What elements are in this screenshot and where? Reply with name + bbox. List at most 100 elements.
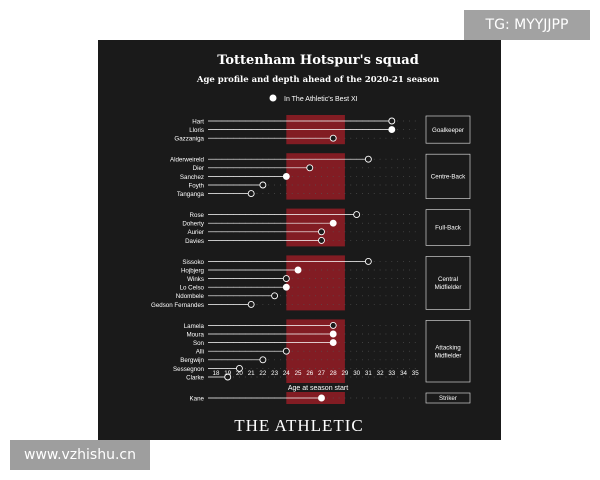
grid-dot xyxy=(274,376,276,378)
grid-dot xyxy=(379,231,381,233)
grid-dot xyxy=(315,278,317,280)
grid-dot xyxy=(379,376,381,378)
player-marker xyxy=(329,321,337,329)
grid-dot xyxy=(262,367,264,369)
grid-dot xyxy=(362,214,363,216)
grid-dot xyxy=(408,324,410,326)
grid-dot xyxy=(362,175,363,177)
grid-dot xyxy=(244,367,246,369)
grid-dot xyxy=(303,295,305,297)
grid-dot xyxy=(356,167,358,169)
grid-dot xyxy=(408,222,410,224)
grid-dot xyxy=(350,333,352,335)
grid-dot xyxy=(385,397,387,399)
grid-dot xyxy=(367,222,369,224)
grid-dot xyxy=(367,303,369,305)
player-name: Gedson Fernandes xyxy=(151,302,204,309)
grid-dot xyxy=(362,184,363,186)
grid-dot xyxy=(379,214,381,216)
grid-dot xyxy=(403,222,404,224)
x-tick-label: 25 xyxy=(295,370,302,377)
grid-dot xyxy=(408,397,410,399)
x-tick-label: 20 xyxy=(236,370,243,377)
grid-dot xyxy=(391,350,393,352)
grid-dot xyxy=(291,303,293,305)
grid-dot xyxy=(338,324,340,326)
grid-dot xyxy=(385,184,387,186)
grid-dot xyxy=(367,324,369,326)
grid-dot xyxy=(367,367,369,369)
grid-dot xyxy=(297,193,299,195)
position-group-box xyxy=(425,320,471,383)
grid-dot xyxy=(321,167,322,169)
grid-dot xyxy=(414,376,416,378)
grid-dot xyxy=(403,175,404,177)
grid-dot xyxy=(268,376,270,378)
grid-dot xyxy=(356,324,358,326)
grid-dot xyxy=(321,278,322,280)
grid-dot xyxy=(350,376,352,378)
grid-dot xyxy=(356,231,358,233)
grid-dot xyxy=(344,167,346,169)
grid-dot xyxy=(373,231,375,233)
grid-dot xyxy=(291,376,293,378)
grid-dot xyxy=(379,359,381,361)
grid-dot xyxy=(403,260,404,262)
grid-dot xyxy=(338,222,340,224)
grid-dot xyxy=(408,278,410,280)
grid-dot xyxy=(408,269,410,271)
grid-dot xyxy=(373,269,375,271)
grid-dot xyxy=(391,278,393,280)
grid-dot xyxy=(338,359,340,361)
grid-dot xyxy=(367,184,369,186)
chart-title: Tottenham Hotspur's squad xyxy=(217,53,419,68)
grid-dot xyxy=(291,367,293,369)
grid-dot xyxy=(385,158,387,160)
grid-dot xyxy=(356,184,358,186)
player-marker xyxy=(318,236,325,244)
player-marker-best-xi xyxy=(318,394,325,402)
grid-dot xyxy=(408,167,410,169)
grid-dot xyxy=(309,269,311,271)
player-name: Alderweireld xyxy=(170,157,205,164)
grid-dot xyxy=(356,303,358,305)
grid-dot xyxy=(397,376,399,378)
grid-dot xyxy=(350,324,352,326)
grid-dot xyxy=(379,167,381,169)
grid-dot xyxy=(414,214,416,216)
grid-dot xyxy=(367,278,369,280)
x-tick-label: 29 xyxy=(341,370,348,377)
grid-dot xyxy=(373,359,375,361)
grid-dot xyxy=(373,333,375,335)
player-marker-best-xi xyxy=(282,283,290,291)
legend-marker-best-xi xyxy=(269,94,277,102)
grid-dot xyxy=(303,269,305,271)
grid-dot xyxy=(408,376,410,378)
player-marker xyxy=(247,300,255,308)
x-tick-label: 21 xyxy=(248,370,255,377)
grid-dot xyxy=(391,333,393,335)
grid-dot xyxy=(403,324,404,326)
grid-dot xyxy=(397,184,399,186)
grid-dot xyxy=(385,231,387,233)
grid-dot xyxy=(338,342,340,344)
grid-dot xyxy=(256,376,258,378)
grid-dot xyxy=(356,286,358,288)
position-group-label: Full-Back xyxy=(435,225,462,232)
grid-dot xyxy=(391,158,393,160)
grid-dot xyxy=(373,295,375,297)
grid-dot xyxy=(367,295,369,297)
grid-dot xyxy=(344,184,346,186)
grid-dot xyxy=(326,367,328,369)
grid-dot xyxy=(414,120,416,122)
grid-dot xyxy=(326,350,328,352)
brand-logo-text: THE ATHLETIC xyxy=(234,416,364,435)
position-group-label: Attacking xyxy=(435,344,461,351)
grid-dot xyxy=(391,137,393,139)
grid-dot xyxy=(385,260,387,262)
grid-dot xyxy=(350,286,352,288)
grid-dot xyxy=(414,175,416,177)
grid-dot xyxy=(373,376,375,378)
grid-dot xyxy=(373,167,375,169)
grid-dot xyxy=(350,359,352,361)
